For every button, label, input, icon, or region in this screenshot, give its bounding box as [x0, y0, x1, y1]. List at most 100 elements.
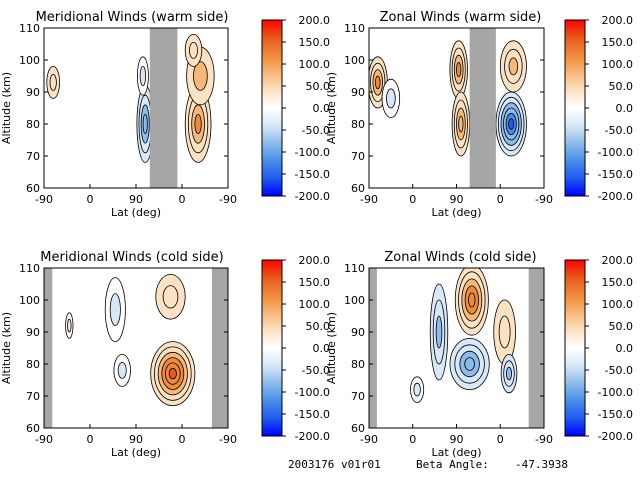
x-axis-label: Lat (deg)	[111, 206, 161, 219]
colorbar-tick-label: -50.0	[302, 364, 330, 377]
y-tick-label: 110	[344, 22, 365, 35]
contour-blob	[449, 40, 468, 99]
colorbar: 200.0 150.0 100.0 50.0 0.0 -50.0 -100.0 -150.0 -…	[261, 14, 331, 203]
x-tick-label: 90	[450, 433, 464, 446]
colorbar-tick-label: 50.0	[306, 80, 331, 93]
colorbar-tick-label: 200.0	[299, 254, 331, 267]
colorbar-tick-label: 100.0	[602, 298, 634, 311]
x-tick-label: 0	[87, 193, 94, 206]
y-tick-label: 60	[351, 422, 365, 435]
contour-blob	[155, 273, 186, 320]
colorbar-tick-label: -150.0	[295, 408, 330, 421]
colorbar-tick-label: -100.0	[295, 386, 330, 399]
colorbar-tick-label: -100.0	[598, 146, 633, 159]
colorbar: 200.0 150.0 100.0 50.0 0.0 -50.0 -100.0 -150.0 -…	[261, 254, 331, 443]
x-tick-label: 0	[409, 433, 416, 446]
no-data-band	[369, 268, 377, 428]
y-tick-label: 60	[351, 182, 365, 195]
colorbar-tick-label: 150.0	[299, 276, 331, 289]
colorbar-tick-label: -200.0	[295, 190, 330, 203]
y-axis-label: Altitude (km)	[325, 72, 338, 144]
colorbar-tick-label: -50.0	[605, 364, 633, 377]
y-tick-label: 70	[351, 390, 365, 403]
contour-blob	[454, 268, 489, 336]
contour-level	[456, 61, 462, 78]
y-axis-label: Altitude (km)	[325, 312, 338, 384]
x-tick-label: 0	[409, 193, 416, 206]
contour-blob	[495, 91, 527, 157]
contour-level	[49, 74, 57, 91]
y-axis-label: Altitude (km)	[0, 72, 13, 144]
contour-level	[498, 315, 511, 349]
y-tick-label: 70	[26, 390, 40, 403]
y-tick-label: 80	[351, 118, 365, 131]
y-tick-label: 90	[26, 326, 40, 339]
x-tick-label: -90	[35, 433, 53, 446]
contour-level	[435, 315, 443, 349]
x-tick-label: 0	[87, 433, 94, 446]
contour-level	[109, 293, 121, 327]
y-tick-label: 90	[26, 86, 40, 99]
x-tick-label: -90	[219, 433, 237, 446]
colorbar-tick-label: -150.0	[598, 408, 633, 421]
colorbar-tick-label: -150.0	[295, 168, 330, 181]
contour-blob	[429, 283, 449, 381]
x-tick-label: 0	[179, 193, 186, 206]
panel-title: Meridional Winds (cold side)	[40, 250, 223, 265]
contour-level	[464, 357, 475, 371]
contour-level	[194, 114, 202, 135]
colorbar-tick-label: -200.0	[598, 430, 633, 443]
contour-level	[67, 318, 72, 333]
panel-title: Zonal Winds (warm side)	[380, 10, 542, 25]
contour-blob	[184, 34, 203, 67]
colorbar-tick-label: 100.0	[602, 58, 634, 71]
x-tick-label: -90	[535, 433, 553, 446]
y-tick-label: 80	[26, 358, 40, 371]
contour-blob	[410, 376, 425, 403]
contour-level	[193, 61, 208, 91]
colorbar-tick-label: 150.0	[602, 276, 634, 289]
contour-blob	[451, 91, 471, 157]
x-tick-label: 90	[450, 193, 464, 206]
x-tick-label: 0	[179, 433, 186, 446]
colorbar-tick-label: 200.0	[602, 14, 634, 27]
colorbar-fill	[564, 259, 586, 437]
contour-blob	[136, 56, 149, 96]
x-tick-label: -90	[360, 193, 378, 206]
colorbar-tick-label: 0.0	[616, 342, 634, 355]
contour-blob	[449, 337, 490, 390]
y-tick-label: 100	[19, 54, 40, 67]
contour-blob	[493, 299, 516, 365]
colorbar-tick-label: 150.0	[602, 36, 634, 49]
colorbar-tick-label: 200.0	[299, 14, 331, 27]
colorbar-fill	[261, 259, 283, 437]
colorbar-tick-label: 200.0	[602, 254, 634, 267]
contour-level	[139, 66, 147, 87]
x-tick-label: 0	[497, 193, 504, 206]
plot-area	[44, 268, 228, 428]
colorbar-fill	[261, 19, 283, 197]
y-tick-label: 110	[19, 262, 40, 275]
contour-blob	[113, 353, 131, 387]
colorbar-tick-label: -100.0	[598, 386, 633, 399]
contour-blob	[65, 312, 74, 339]
y-tick-label: 90	[351, 86, 365, 99]
y-tick-label: 60	[26, 182, 40, 195]
x-tick-label: 0	[497, 433, 504, 446]
contour-level	[142, 114, 148, 135]
colorbar-tick-label: -50.0	[302, 124, 330, 137]
y-tick-label: 80	[351, 358, 365, 371]
panel-title: Meridional Winds (warm side)	[36, 10, 229, 25]
contour-blob	[499, 40, 527, 93]
x-tick-label: -90	[535, 193, 553, 206]
colorbar-tick-label: 100.0	[299, 58, 331, 71]
colorbar-tick-label: 0.0	[313, 342, 331, 355]
contour-level	[468, 292, 476, 308]
contour-level	[505, 366, 512, 381]
contour-level	[162, 285, 179, 309]
colorbar-tick-label: 50.0	[609, 80, 634, 93]
contour-blob	[381, 78, 401, 118]
no-data-band	[149, 28, 178, 188]
